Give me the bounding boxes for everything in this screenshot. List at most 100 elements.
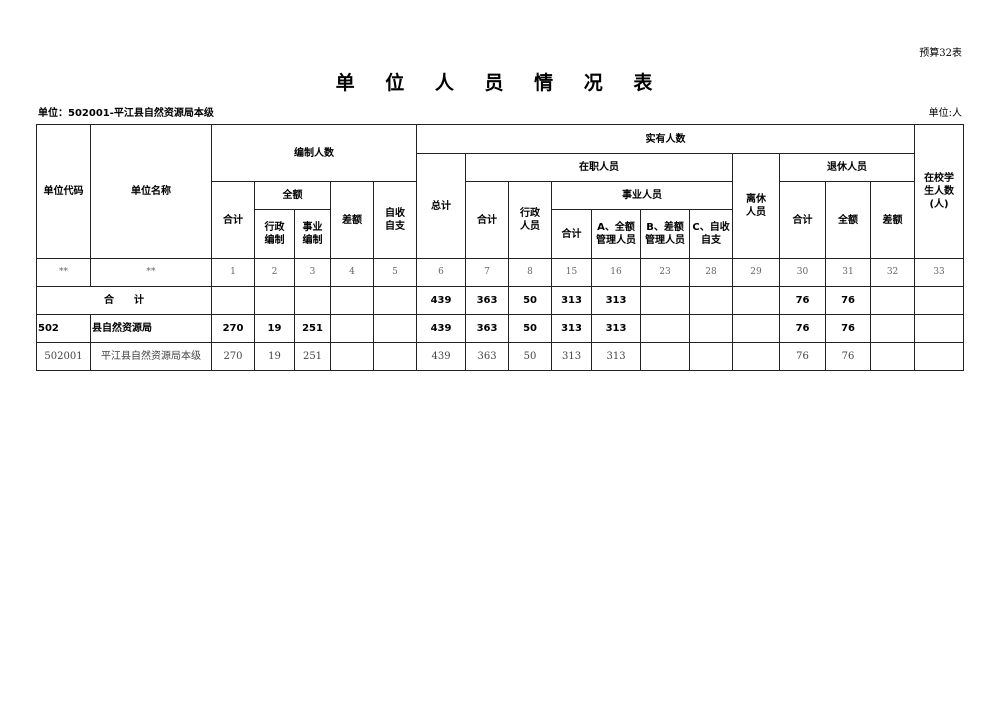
table-row: 502001 平江县自然资源局本级 270 19 251 439 363 50 313 313 76…	[36, 342, 965, 371]
table-row: 502 县自然资源局 270 19 251 439 363 50 313 313 76 76	[36, 314, 965, 343]
data-cell: 251	[294, 342, 331, 371]
index-cell: 33	[914, 258, 965, 287]
total-cell	[689, 286, 734, 315]
data-cell: 50	[508, 314, 553, 343]
index-cell: 15	[551, 258, 593, 287]
header-tx-chae: 差额	[870, 181, 916, 259]
index-cell: 16	[591, 258, 642, 287]
index-cell: **	[36, 258, 91, 287]
index-cell: **	[90, 258, 212, 287]
data-cell: 76	[825, 342, 872, 371]
data-cell: 439	[416, 342, 467, 371]
index-cell: 31	[825, 258, 872, 287]
header-shiyou: 实有人数	[416, 124, 916, 154]
total-cell	[914, 286, 965, 315]
data-cell: 313	[551, 314, 593, 343]
total-cell	[330, 286, 374, 315]
data-cell	[689, 314, 734, 343]
index-cell: 5	[372, 258, 418, 287]
header-bz-quane: 全额	[254, 181, 331, 210]
index-cell: 28	[689, 258, 734, 287]
header-bianzhi: 编制人数	[210, 124, 418, 182]
data-cell: 313	[551, 342, 593, 371]
data-cell: 439	[416, 314, 467, 343]
index-cell: 4	[330, 258, 374, 287]
data-cell: 313	[591, 314, 642, 343]
header-sy-sub-total: 合计	[551, 209, 593, 259]
header-name: 单位名称	[90, 124, 212, 259]
total-cell: 313	[591, 286, 642, 315]
data-cell: 19	[254, 342, 295, 371]
total-cell: 76	[779, 286, 827, 315]
data-cell	[372, 314, 418, 343]
header-bz-self: 自收自支	[372, 181, 418, 259]
data-cell: 50	[508, 342, 553, 371]
unit-name: 县自然资源局	[90, 314, 212, 343]
data-cell: 363	[465, 314, 510, 343]
header-tuixiu: 退休人员	[779, 153, 916, 182]
total-cell	[254, 286, 295, 315]
data-cell	[689, 342, 734, 371]
header-lixiu: 离休人员	[732, 153, 781, 259]
data-cell: 19	[254, 314, 295, 343]
data-cell	[914, 314, 965, 343]
header-student: 在校学生人数(人)	[914, 124, 965, 259]
total-cell	[640, 286, 691, 315]
data-cell: 76	[779, 342, 827, 371]
header-zz-total: 合计	[465, 181, 510, 259]
page-title: 单 位 人 员 情 况 表	[335, 72, 665, 94]
header-zaizhi: 在职人员	[465, 153, 734, 182]
data-cell	[732, 342, 781, 371]
header-sy-c: C、自收自支	[689, 209, 734, 259]
data-cell: 270	[211, 314, 255, 343]
data-cell: 270	[211, 342, 255, 371]
total-row: 合 计 439 363 50 313 313 76 76	[36, 286, 965, 315]
total-cell: 439	[416, 286, 467, 315]
unit-name: 平江县自然资源局本级	[90, 342, 212, 371]
personnel-table: 单位代码 单位名称 编制人数 实有人数 在校学生人数(人) 总计 在职人员 离休…	[36, 124, 965, 371]
total-cell	[294, 286, 331, 315]
total-cell: 313	[551, 286, 593, 315]
total-cell	[732, 286, 781, 315]
data-cell	[870, 314, 916, 343]
form-number: 预算32表	[919, 48, 962, 59]
data-cell	[640, 342, 691, 371]
data-cell	[870, 342, 916, 371]
unit-info: 单位：502001-平江县自然资源局本级	[38, 108, 214, 119]
header-tx-total: 合计	[779, 181, 827, 259]
index-row: ** ** 1 2 3 4 5 6 7 8 15 16 23 28 29 30 31 32 33	[36, 258, 965, 287]
header-sy-b: B、差额管理人员	[640, 209, 691, 259]
data-cell	[640, 314, 691, 343]
data-cell	[330, 342, 374, 371]
header-bz-inst: 事业编制	[294, 209, 331, 259]
unit-measure: 单位:人	[928, 108, 962, 119]
data-cell: 363	[465, 342, 510, 371]
header-sy-a: A、全额管理人员	[591, 209, 642, 259]
index-cell: 7	[465, 258, 510, 287]
data-cell	[914, 342, 965, 371]
total-label: 合 计	[36, 286, 212, 315]
header-zz-admin: 行政人员	[508, 181, 553, 259]
total-cell	[870, 286, 916, 315]
header-tx-quane: 全额	[825, 181, 872, 259]
total-cell	[372, 286, 418, 315]
data-cell: 76	[825, 314, 872, 343]
total-cell: 363	[465, 286, 510, 315]
unit-code: 502001	[36, 342, 91, 371]
data-cell	[372, 342, 418, 371]
index-cell: 32	[870, 258, 916, 287]
total-cell: 50	[508, 286, 553, 315]
header-sy-total: 总计	[416, 153, 467, 259]
total-cell	[211, 286, 255, 315]
header-shiye: 事业人员	[551, 181, 734, 210]
data-cell: 251	[294, 314, 331, 343]
unit-code: 502	[36, 314, 91, 343]
data-cell: 313	[591, 342, 642, 371]
index-cell: 29	[732, 258, 781, 287]
index-cell: 30	[779, 258, 827, 287]
data-cell	[330, 314, 374, 343]
header-bz-admin: 行政编制	[254, 209, 295, 259]
header-code: 单位代码	[36, 124, 91, 259]
index-cell: 1	[211, 258, 255, 287]
data-cell	[732, 314, 781, 343]
